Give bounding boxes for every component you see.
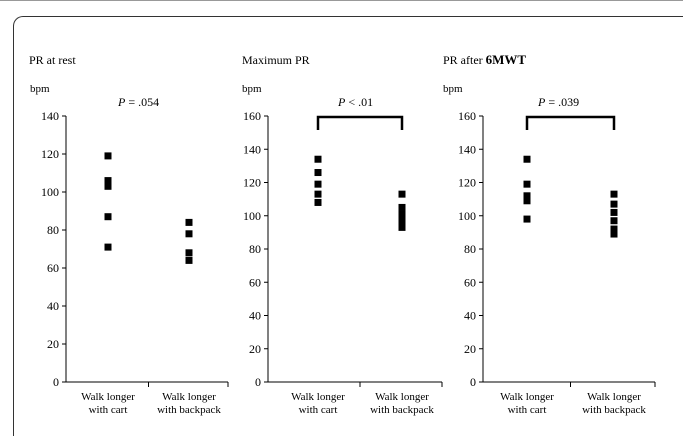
data-point [610,225,618,233]
x-category-label: Walk longer [587,391,641,403]
y-tick-label: 160 [458,109,476,123]
y-tick-label: 120 [458,176,476,190]
data-point [104,182,112,190]
data-point [398,217,406,225]
y-tick-label: 120 [41,147,59,161]
figure-canvas: PR at rest bpm 0 20 40 60 80 100 120 140 Walk long… [29,52,656,416]
y-tick-label: 20 [47,337,59,351]
y-tick-label: 100 [243,209,261,223]
data-point [610,190,618,198]
data-point [610,200,618,208]
data-point [610,208,618,216]
figure-frame [13,16,683,436]
x-category-label: Walk longer [375,391,429,403]
data-point [523,197,531,205]
data-point [314,198,322,206]
y-tick-label: 20 [249,342,261,356]
y-tick-label: 160 [243,109,261,123]
p-value-text: < .01 [345,95,373,109]
x-category-label: with cart [89,404,128,416]
y-tick-label: 140 [41,109,59,123]
p-symbol: P [337,95,346,109]
data-point [523,180,531,188]
y-tick-label: 120 [243,176,261,190]
p-value-text: = .039 [545,95,579,109]
data-point [610,217,618,225]
y-tick-label: 0 [470,375,476,389]
data-point [185,256,193,264]
data-point [104,243,112,251]
chart-title-2: Maximum PR [242,53,310,67]
data-point [185,249,193,257]
x-category-label: Walk longer [81,391,135,403]
y-tick-label: 0 [53,375,59,389]
x-category-label: Walk longer [500,391,554,403]
p-symbol: P [537,95,546,109]
chart-title-3: PR after 6MWT [443,52,526,67]
x-category-label: with cart [508,404,547,416]
y-tick-label: 80 [464,242,476,256]
data-point [398,210,406,218]
top-border-line [0,0,683,1]
data-point [314,180,322,188]
x-category-label: with cart [299,404,338,416]
x-category-label: with backpack [582,404,646,416]
y-tick-label: 60 [47,261,59,275]
p-value-label-3: P = .039 [537,95,579,109]
x-category-label: with backpack [157,404,221,416]
y-tick-label: 20 [464,342,476,356]
x-category-label: with backpack [370,404,434,416]
significance-bracket-2 [316,115,404,130]
data-point [104,152,112,160]
y-unit-label-1: bpm [30,83,50,95]
chart-title-prefix: PR after [443,53,486,67]
p-value-text: = .054 [125,95,159,109]
x-category-label: Walk longer [162,391,216,403]
y-unit-label-2: bpm [242,83,262,95]
y-tick-label: 80 [47,223,59,237]
y-unit-label-3: bpm [443,83,463,95]
p-value-label-2: P < .01 [337,95,373,109]
data-point [398,190,406,198]
data-point [523,215,531,223]
y-tick-label: 60 [464,275,476,289]
y-tick-label: 140 [243,142,261,156]
data-point [314,190,322,198]
y-tick-label: 60 [249,275,261,289]
p-symbol: P [117,95,126,109]
y-tick-label: 40 [47,299,59,313]
y-tick-label: 100 [458,209,476,223]
data-point [610,230,618,238]
data-point [314,155,322,163]
y-tick-label: 80 [249,242,261,256]
y-tick-label: 40 [249,309,261,323]
y-tick-label: 100 [41,185,59,199]
x-category-label: Walk longer [291,391,345,403]
data-point [398,203,406,211]
data-point [523,155,531,163]
significance-bracket-3 [525,115,616,130]
data-point [104,213,112,221]
data-point [185,218,193,226]
data-point [104,177,112,185]
data-point [523,192,531,200]
chart-title-bold: 6MWT [486,52,527,67]
y-tick-label: 40 [464,309,476,323]
chart-title-1: PR at rest [29,53,76,67]
y-tick-label: 140 [458,142,476,156]
data-point [398,223,406,231]
y-tick-label: 0 [255,375,261,389]
data-point [314,169,322,177]
data-point [185,230,193,238]
p-value-label-1: P = .054 [117,95,159,109]
